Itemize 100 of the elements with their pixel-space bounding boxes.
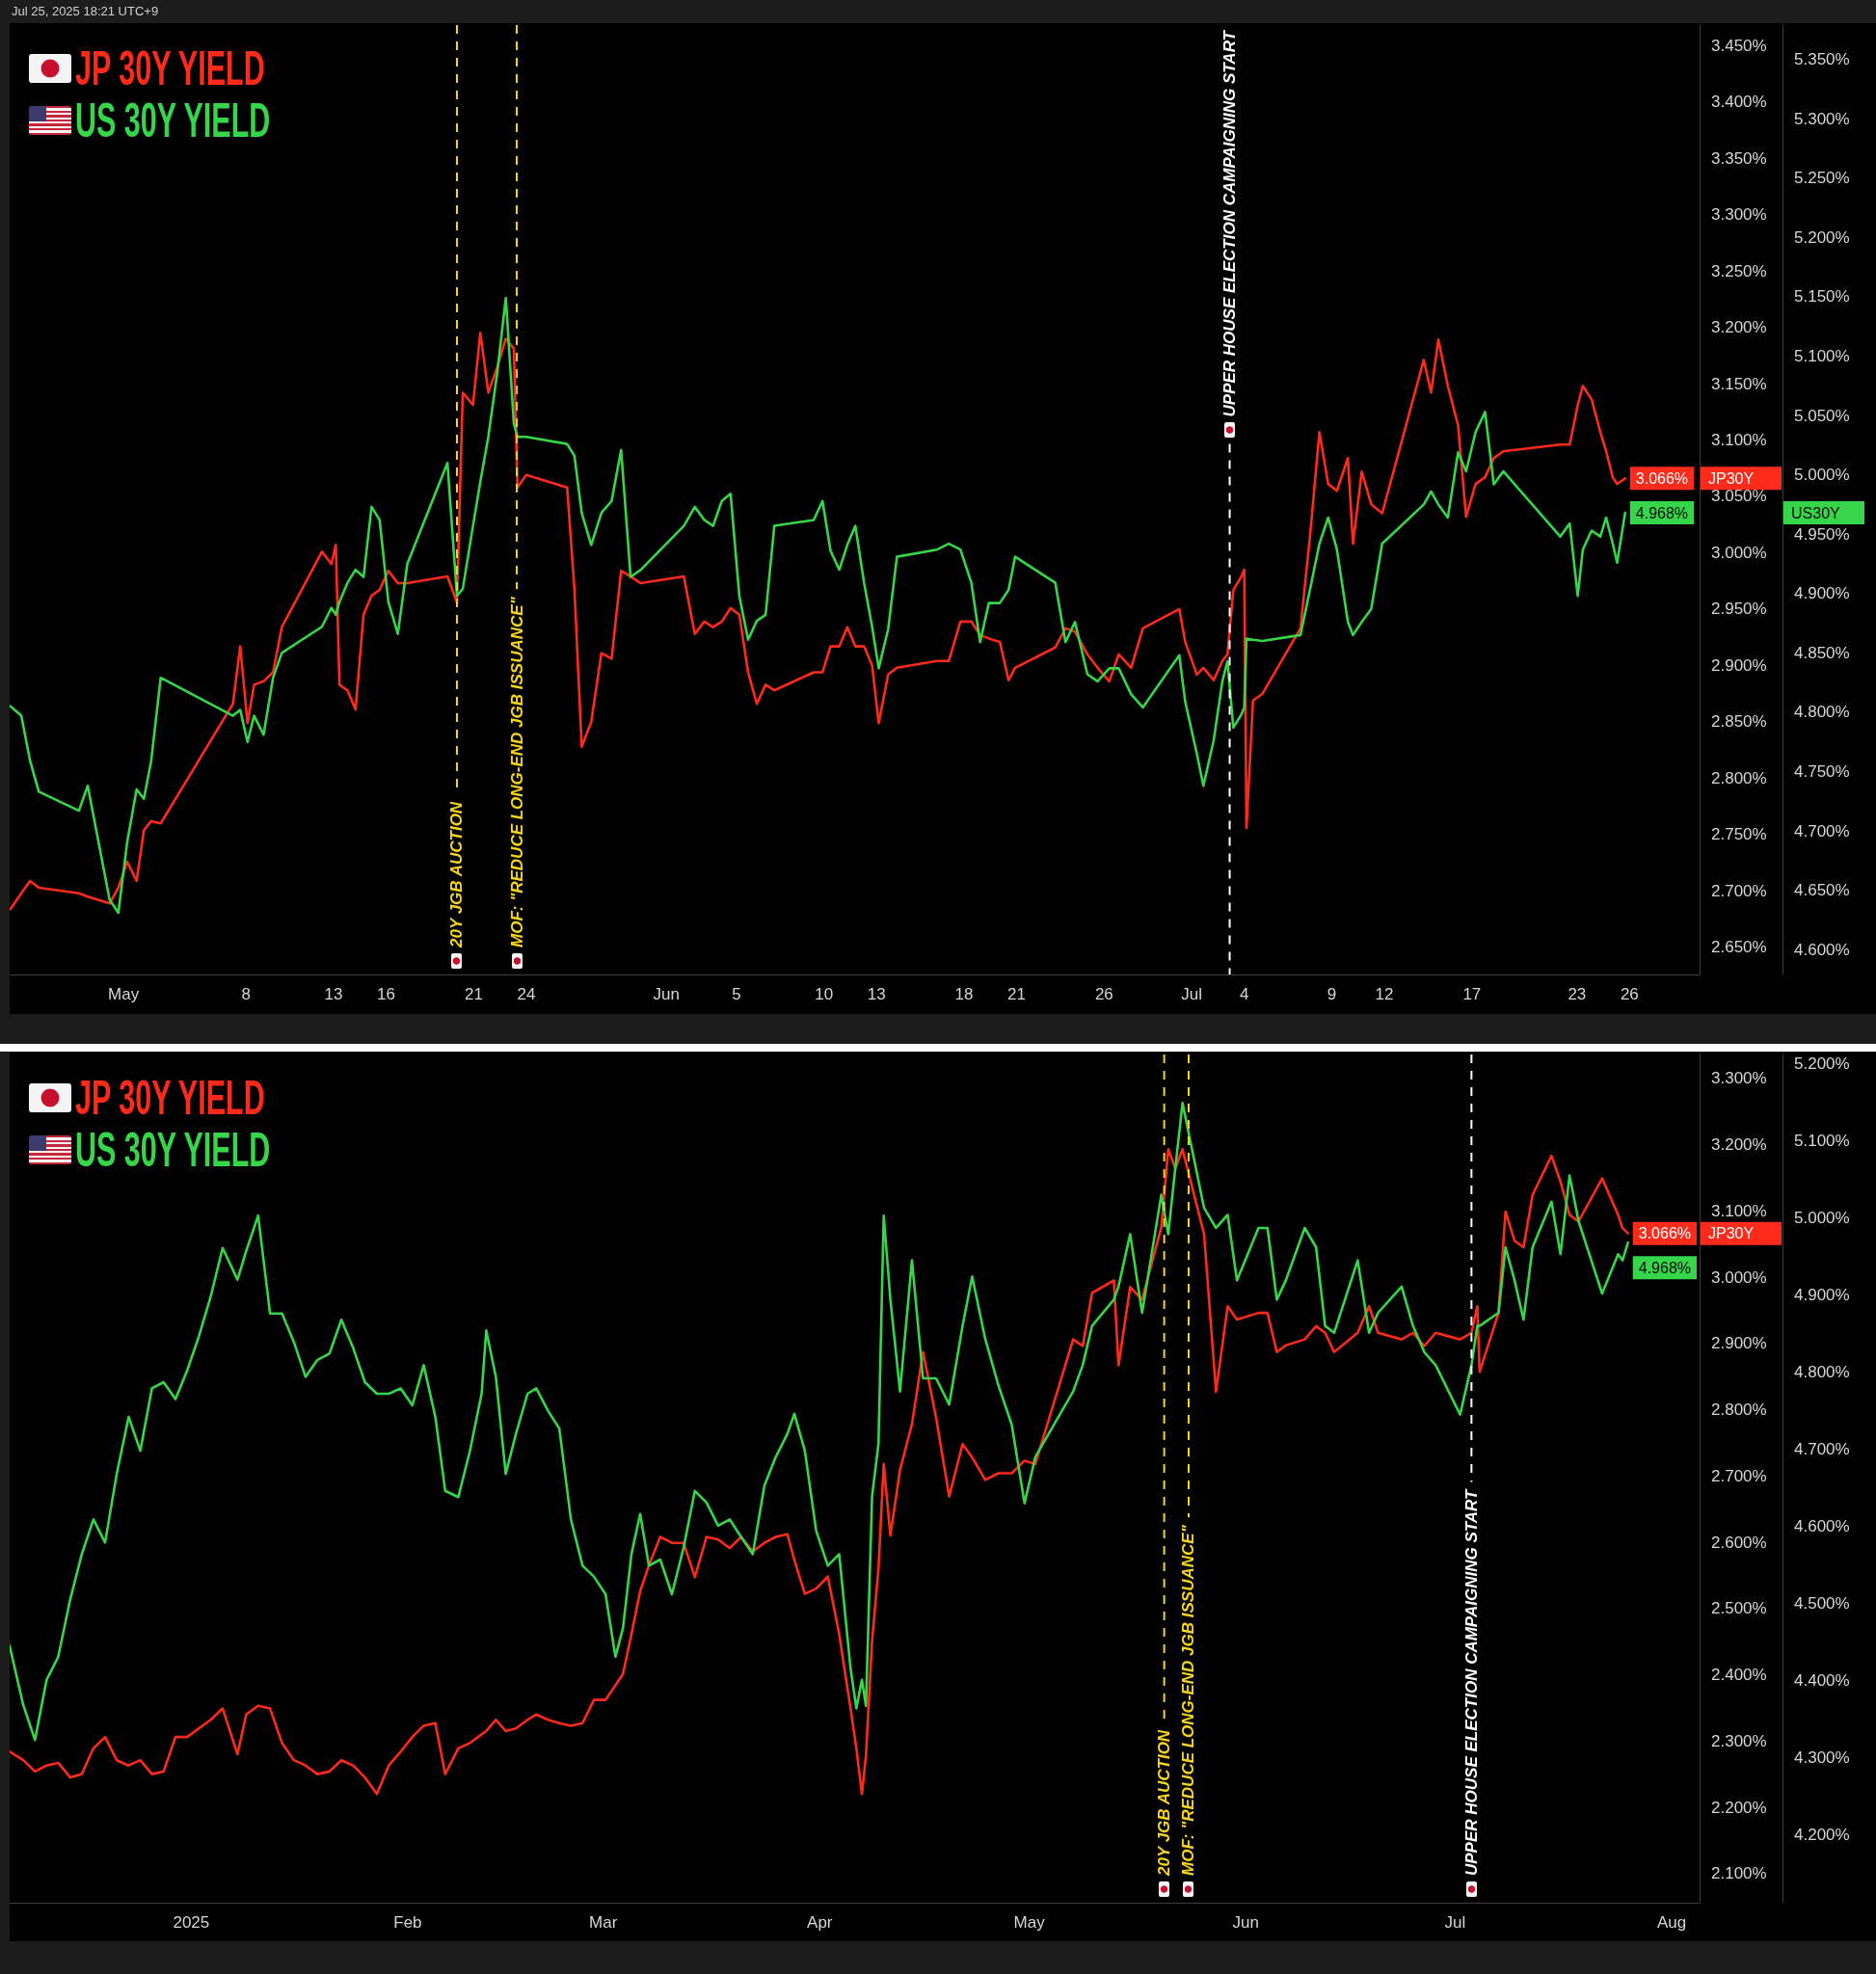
y-tick-label: 2.800% [1711, 768, 1767, 787]
text: US30Y [1791, 504, 1841, 521]
x-tick-label: Feb [393, 1913, 422, 1932]
text: JP30Y [1708, 1225, 1755, 1242]
x-tick-label: 9 [1327, 985, 1337, 1003]
data-label: 3.066% [1638, 1225, 1692, 1242]
y2-tick-label: 4.850% [1794, 643, 1850, 662]
x-tick-label: 18 [954, 985, 974, 1003]
legend-label: JP 30Y YIELD [75, 41, 265, 95]
x-tick-label: 12 [1375, 985, 1394, 1003]
y2-tick-label: 4.500% [1794, 1594, 1850, 1614]
y2-tick-label: 4.600% [1794, 940, 1850, 959]
y-tick-label: 2.700% [1711, 1466, 1767, 1485]
y-tick-label: 2.500% [1711, 1599, 1767, 1618]
x-tick-label: 13 [867, 985, 886, 1003]
x-tick-label: May [1013, 1913, 1046, 1932]
chart-subtitle: Jul 25, 2025 18:21 UTC+9 [12, 4, 159, 18]
y-tick-label: 2.800% [1711, 1400, 1767, 1419]
y2-tick-label: 5.000% [1794, 466, 1850, 485]
y2-tick-label: 5.150% [1794, 287, 1850, 307]
ref-line-label: MOF: "REDUCE LONG-END JGB ISSUANCE" [1179, 1524, 1198, 1876]
x-tick-label: 24 [517, 985, 536, 1003]
x-tick-label: 13 [324, 985, 343, 1003]
x-tick-label: 5 [732, 985, 741, 1003]
y2-tick-label: 4.750% [1794, 761, 1850, 781]
data-label: 4.968% [1635, 504, 1689, 521]
y2-tick-label: 4.800% [1794, 703, 1850, 722]
ref-line-label: MOF: "REDUCE LONG-END JGB ISSUANCE" [507, 596, 526, 947]
y-tick-label: 3.300% [1711, 1069, 1767, 1088]
y2-tick-label: 5.350% [1794, 50, 1850, 69]
y2-tick-label: 4.650% [1794, 881, 1850, 900]
x-tick-label: 4 [1239, 985, 1249, 1003]
ref-line-label: UPPER HOUSE ELECTION CAMPAIGNING START [1220, 29, 1240, 417]
y-tick-label: 2.200% [1711, 1798, 1767, 1817]
legend-label: JP 30Y YIELD [75, 1071, 265, 1125]
x-tick-label: 2025 [173, 1913, 210, 1932]
ref-line-label: 20Y JGB AUCTION [1155, 1729, 1174, 1877]
x-tick-label: Mar [589, 1913, 618, 1932]
y-tick-label: 3.050% [1711, 487, 1767, 506]
legend-label: US 30Y YIELD [75, 1123, 271, 1177]
x-tick-label: 26 [1620, 985, 1639, 1003]
ref-line-label: 20Y JGB AUCTION [447, 801, 467, 948]
y2-tick-label: 4.600% [1794, 1517, 1850, 1536]
x-tick-label: 10 [815, 985, 834, 1003]
y2-tick-label: 5.000% [1794, 1209, 1850, 1228]
y-tick-label: 3.100% [1711, 431, 1767, 449]
ref-line-label: UPPER HOUSE ELECTION CAMPAIGNING START [1461, 1487, 1481, 1876]
y-tick-label: 3.250% [1711, 261, 1767, 280]
y2-tick-label: 4.900% [1794, 1286, 1850, 1305]
text: JP30Y [1708, 469, 1755, 487]
y-tick-label: 3.000% [1711, 543, 1767, 562]
y2-tick-label: 5.200% [1794, 227, 1850, 247]
y-tick-label: 2.300% [1711, 1731, 1767, 1750]
y2-tick-label: 4.300% [1794, 1748, 1850, 1768]
y-tick-label: 2.400% [1711, 1666, 1767, 1684]
y-tick-label: 2.100% [1711, 1864, 1767, 1883]
y2-tick-label: 5.250% [1794, 169, 1850, 188]
y2-tick-label: 5.050% [1794, 406, 1850, 425]
x-tick-label: Apr [807, 1913, 833, 1932]
y2-tick-label: 4.900% [1794, 584, 1850, 603]
y-tick-label: 3.200% [1711, 1135, 1767, 1154]
x-tick-label: 23 [1568, 985, 1587, 1003]
y-tick-label: 2.950% [1711, 600, 1767, 619]
y2-tick-label: 5.100% [1794, 347, 1850, 366]
y-tick-label: 3.400% [1711, 93, 1767, 112]
legend-label: US 30Y YIELD [75, 93, 271, 147]
y-tick-label: 3.150% [1711, 374, 1767, 393]
y-tick-label: 3.450% [1711, 36, 1767, 55]
y-tick-label: 3.200% [1711, 318, 1767, 337]
y2-tick-label: 4.700% [1794, 821, 1850, 840]
x-tick-label: 17 [1462, 985, 1482, 1003]
x-tick-label: 21 [1007, 985, 1026, 1003]
y-tick-label: 3.000% [1711, 1267, 1767, 1287]
y-tick-label: 3.300% [1711, 205, 1767, 225]
y2-tick-label: 4.800% [1794, 1363, 1850, 1382]
x-tick-label: Jul [1444, 1913, 1466, 1932]
y-tick-label: 2.700% [1711, 881, 1767, 900]
y2-tick-label: 5.200% [1794, 1054, 1850, 1074]
data-label: 4.968% [1638, 1259, 1692, 1276]
y-tick-label: 2.600% [1711, 1533, 1767, 1552]
y-tick-label: 2.900% [1711, 655, 1767, 675]
x-tick-label: 21 [464, 985, 483, 1003]
y2-tick-label: 4.400% [1794, 1671, 1850, 1691]
y2-tick-label: 5.100% [1794, 1132, 1850, 1151]
y-tick-label: 3.100% [1711, 1201, 1767, 1220]
x-tick-label: 16 [377, 985, 396, 1003]
y2-tick-label: 5.300% [1794, 109, 1850, 128]
x-tick-label: Jun [1232, 1913, 1259, 1932]
y-tick-label: 3.350% [1711, 148, 1767, 168]
x-tick-label: May [108, 985, 140, 1003]
x-tick-label: Aug [1656, 1913, 1687, 1932]
x-tick-label: Jul [1181, 985, 1203, 1003]
x-tick-label: 26 [1094, 985, 1113, 1003]
data-label: 3.066% [1635, 469, 1689, 487]
y-tick-label: 2.650% [1711, 938, 1767, 957]
y-tick-label: 2.750% [1711, 825, 1767, 844]
x-tick-label: Jun [653, 985, 680, 1003]
y2-tick-label: 4.700% [1794, 1440, 1850, 1459]
y2-tick-label: 4.950% [1794, 524, 1850, 544]
x-tick-label: 8 [241, 985, 251, 1003]
